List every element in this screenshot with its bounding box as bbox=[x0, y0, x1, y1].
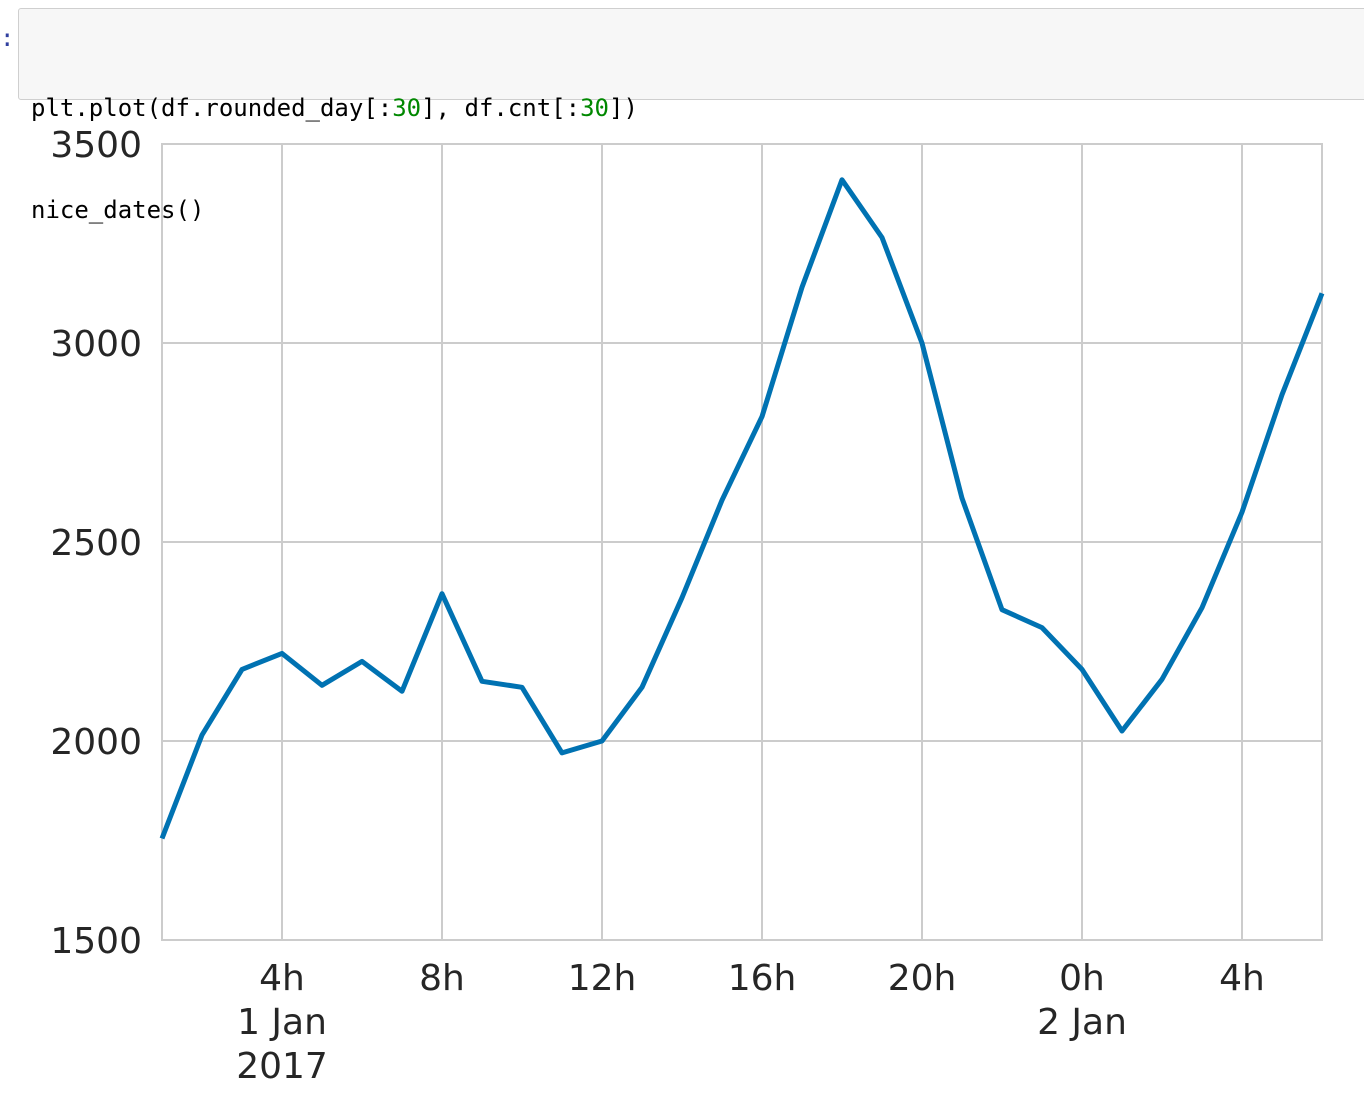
grid-lines bbox=[162, 143, 1322, 941]
code-line-1: plt.plot(df.rounded_day[:30], df.cnt[:30… bbox=[31, 91, 1364, 125]
data-point bbox=[920, 341, 925, 346]
data-point bbox=[1120, 729, 1125, 734]
data-point bbox=[640, 685, 645, 690]
code-number-literal: 30 bbox=[580, 94, 609, 122]
code-text: ]) bbox=[609, 94, 638, 122]
code-line-2: nice_dates() bbox=[31, 193, 1364, 227]
code-text: ], df.cnt[: bbox=[421, 94, 581, 122]
data-point bbox=[1080, 667, 1085, 672]
y-tick-labels: 1500 2000 2500 3000 3500 bbox=[50, 125, 142, 962]
x-tick-label-line: 4h bbox=[259, 958, 305, 999]
x-tick-label-line: 16h bbox=[728, 958, 797, 999]
y-tick-label: 3000 bbox=[50, 324, 142, 365]
data-point bbox=[360, 659, 365, 664]
code-text: nice_dates() bbox=[31, 196, 205, 224]
data-point bbox=[1160, 677, 1165, 682]
x-tick-label: 8h bbox=[419, 958, 465, 999]
data-point bbox=[800, 285, 805, 290]
series-line bbox=[159, 177, 1325, 840]
x-tick-label: 16h bbox=[728, 958, 797, 999]
data-point bbox=[520, 685, 525, 690]
data-point bbox=[200, 733, 205, 738]
data-point bbox=[440, 591, 445, 596]
x-tick-label-line: 2 Jan bbox=[1037, 1002, 1127, 1043]
data-point bbox=[1000, 607, 1005, 612]
series-layer bbox=[159, 177, 1325, 841]
x-tick-label-line: 4h bbox=[1219, 958, 1265, 999]
x-tick-label: 20h bbox=[888, 958, 957, 999]
plot-frame bbox=[161, 143, 1323, 941]
x-tick-label: 12h bbox=[568, 958, 637, 999]
x-tick-label-line: 20h bbox=[888, 958, 957, 999]
y-tick-label: 2000 bbox=[50, 722, 142, 763]
data-point bbox=[960, 496, 965, 501]
data-point bbox=[720, 498, 725, 503]
x-tick-label: 0h 2 Jan bbox=[1037, 958, 1127, 1043]
data-point bbox=[840, 177, 845, 182]
x-tick-label-line: 12h bbox=[568, 958, 637, 999]
x-tick-label-line: 2017 bbox=[236, 1046, 328, 1087]
data-point bbox=[1040, 625, 1045, 630]
data-point bbox=[1240, 510, 1245, 515]
data-point bbox=[560, 750, 565, 755]
data-point bbox=[320, 683, 325, 688]
y-tick-label: 3500 bbox=[50, 125, 142, 166]
data-point bbox=[880, 235, 885, 240]
data-point bbox=[280, 651, 285, 656]
data-point bbox=[480, 679, 485, 684]
y-tick-label: 2500 bbox=[50, 523, 142, 564]
y-tick-label: 1500 bbox=[50, 921, 142, 962]
code-text: plt.plot(df.rounded_day[: bbox=[31, 94, 393, 122]
data-point bbox=[680, 595, 685, 600]
cell-prompt: : bbox=[0, 24, 15, 52]
data-point bbox=[400, 689, 405, 694]
x-tick-label: 4h bbox=[1219, 958, 1265, 999]
data-point bbox=[240, 667, 245, 672]
data-point bbox=[1200, 605, 1205, 610]
x-tick-label-line: 8h bbox=[419, 958, 465, 999]
code-cell[interactable]: plt.plot(df.rounded_day[:30], df.cnt[:30… bbox=[18, 8, 1364, 224]
x-tick-label-line: 0h bbox=[1059, 958, 1105, 999]
data-point bbox=[600, 739, 605, 744]
x-tick-label-line: 1 Jan bbox=[237, 1002, 327, 1043]
data-point bbox=[1320, 291, 1325, 296]
data-point bbox=[160, 836, 165, 841]
data-point bbox=[1280, 392, 1285, 397]
code-number-literal: 30 bbox=[392, 94, 422, 122]
x-tick-label: 4h 1 Jan 2017 bbox=[236, 958, 328, 1087]
data-point bbox=[760, 414, 765, 419]
